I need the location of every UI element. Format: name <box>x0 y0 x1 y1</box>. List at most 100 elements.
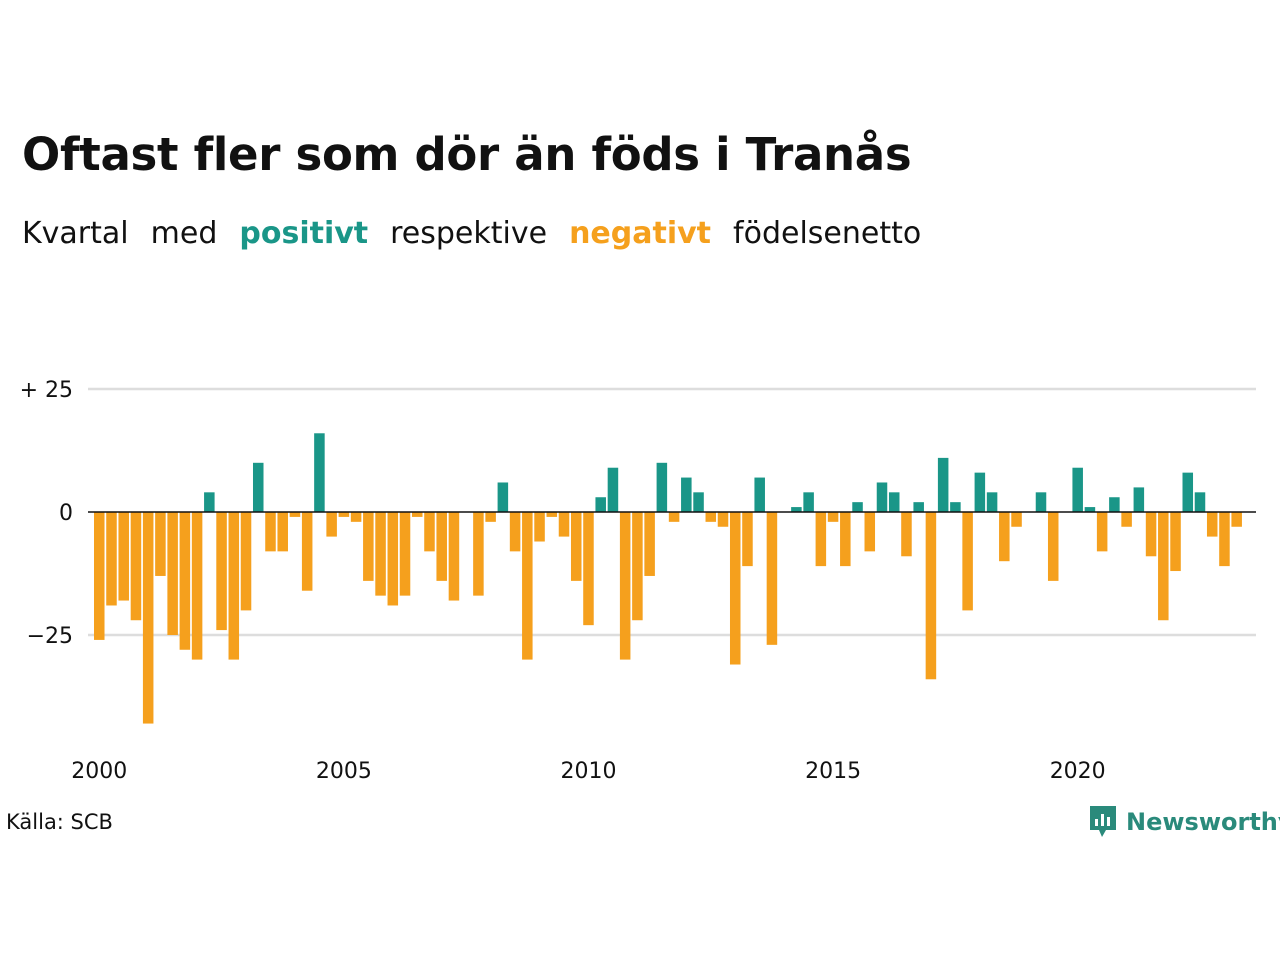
bar <box>228 512 240 660</box>
bar <box>179 512 191 650</box>
bar <box>155 512 166 576</box>
bar <box>962 512 973 611</box>
bar <box>864 512 876 552</box>
bar <box>986 492 998 512</box>
bar <box>1182 472 1194 512</box>
bar <box>791 507 802 512</box>
bar <box>619 512 631 660</box>
bar <box>1219 512 1230 567</box>
bar <box>1084 507 1096 512</box>
bar <box>546 512 558 517</box>
bar <box>130 512 142 621</box>
newsworthy-icon <box>1090 806 1116 837</box>
bar <box>277 512 288 552</box>
bar <box>766 512 778 645</box>
subtitle-word-kvartal: Kvartal <box>22 216 129 251</box>
bar <box>350 512 362 522</box>
bar <box>1035 492 1047 512</box>
x-tick-label: 2005 <box>316 759 372 780</box>
bar <box>754 477 765 512</box>
bar <box>387 512 399 606</box>
bar <box>363 512 374 581</box>
bar <box>888 492 900 512</box>
subtitle-positive-word: positivt <box>239 216 369 251</box>
bar <box>375 512 386 596</box>
bar <box>1121 512 1132 527</box>
bar <box>473 512 484 596</box>
bar <box>1206 512 1218 537</box>
bar <box>644 512 655 576</box>
bar <box>803 492 814 512</box>
bar <box>301 512 313 591</box>
bar <box>1109 497 1120 512</box>
bar <box>913 502 924 512</box>
bar <box>668 512 680 522</box>
x-tick-labels: 2000 2005 2010 2015 2020 <box>71 759 1105 780</box>
subtitle-negative-word: negativt <box>569 216 712 251</box>
y-tick-labels: + 25 0 −25 <box>20 378 73 649</box>
bar <box>1096 512 1108 552</box>
bar <box>1133 487 1145 512</box>
bar <box>729 512 741 665</box>
bar <box>240 512 252 611</box>
bar <box>681 477 692 512</box>
bar <box>191 512 203 660</box>
chart-title: Oftast fler som dör än föds i Tranås <box>22 128 912 181</box>
bar <box>289 512 301 517</box>
bar <box>204 492 215 512</box>
bar <box>1047 512 1059 581</box>
bar <box>705 512 717 522</box>
bar <box>534 512 545 542</box>
brand-logo: Newsworthy <box>1088 804 1280 840</box>
bar <box>448 512 460 601</box>
bar <box>937 457 949 512</box>
gridlines <box>88 387 1256 637</box>
bar <box>265 512 276 552</box>
bar <box>876 482 888 512</box>
bar <box>338 512 350 517</box>
brand-name: Newsworthy <box>1126 808 1280 836</box>
bar <box>901 512 912 557</box>
bar <box>583 512 594 626</box>
bars <box>94 433 1242 724</box>
bar <box>852 502 863 512</box>
y-tick-label: −25 <box>27 624 73 649</box>
bar <box>411 512 423 517</box>
bar <box>693 492 704 512</box>
bar <box>1145 512 1157 557</box>
bar <box>974 472 986 512</box>
bar <box>106 512 117 606</box>
subtitle-word-med: med <box>150 216 218 251</box>
source-note: Källa: SCB <box>6 810 113 834</box>
bar <box>570 512 582 581</box>
bar-chart: + 25 0 −25 2000 2005 2010 2015 2020 <box>20 378 1256 780</box>
bar <box>142 512 154 724</box>
bar <box>815 512 827 567</box>
bar <box>1011 512 1022 527</box>
bar <box>509 512 521 552</box>
bar <box>424 512 435 552</box>
bar <box>840 512 851 567</box>
bar <box>326 512 337 537</box>
bar <box>742 512 753 567</box>
bar <box>656 462 668 512</box>
bar <box>485 512 496 522</box>
subtitle-word-respektive: respektive <box>390 216 548 251</box>
bar <box>252 462 264 512</box>
bar <box>216 512 227 631</box>
bar <box>950 502 961 512</box>
bar <box>999 512 1010 562</box>
y-tick-label: 0 <box>59 501 73 526</box>
bar <box>607 467 619 512</box>
bar <box>118 512 129 601</box>
bar <box>94 512 105 640</box>
y-tick-label: + 25 <box>20 378 73 403</box>
bar <box>717 512 729 527</box>
x-tick-label: 2000 <box>71 759 127 780</box>
bar <box>925 512 937 680</box>
x-tick-label: 2010 <box>560 759 616 780</box>
subtitle-word-fodelsenetto: födelsenetto <box>733 216 922 251</box>
bar <box>522 512 533 660</box>
bar <box>1194 492 1206 512</box>
bar <box>1072 467 1083 512</box>
